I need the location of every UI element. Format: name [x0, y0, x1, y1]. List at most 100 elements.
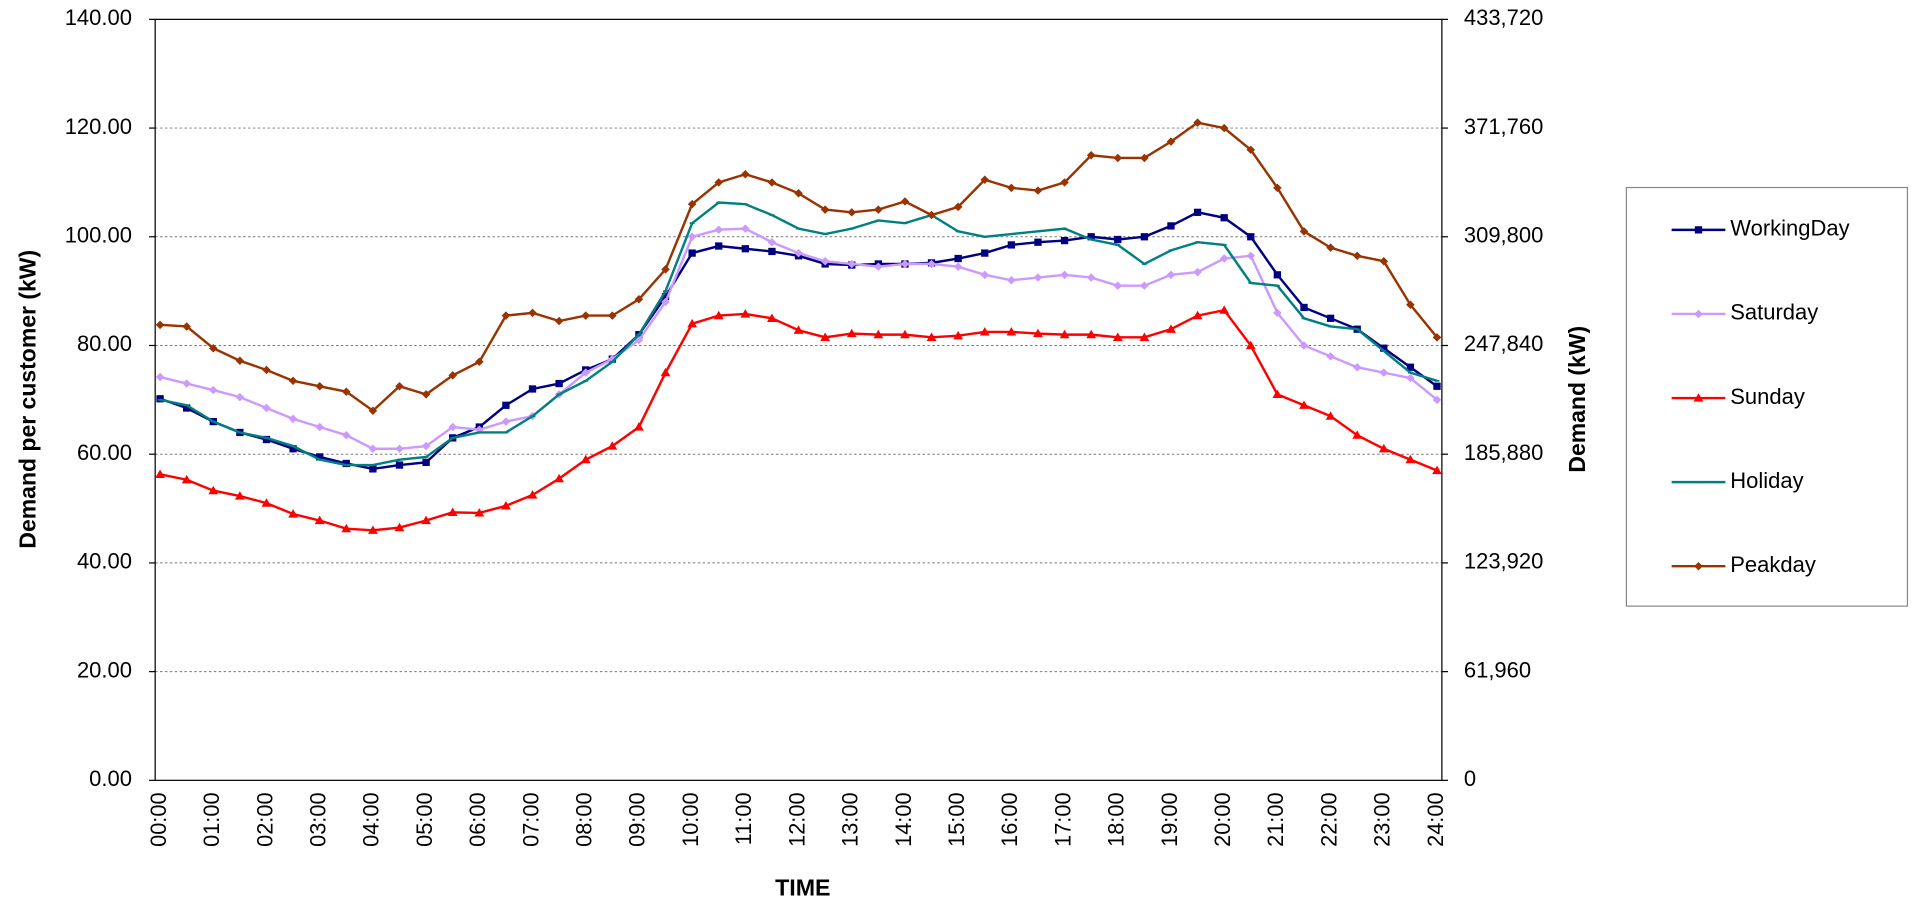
point: [768, 247, 776, 256]
point: [501, 417, 511, 426]
point: [1166, 137, 1176, 146]
x-tick-label: 16:00: [997, 792, 1022, 846]
point: [554, 316, 564, 326]
x-tick-label: 14:00: [891, 792, 916, 846]
legend-label: WorkingDay: [1730, 216, 1849, 241]
point: [741, 245, 749, 253]
point: [315, 382, 324, 391]
point: [687, 199, 697, 209]
x-tick-label: 21:00: [1263, 792, 1288, 846]
point: [1273, 183, 1282, 193]
y2-axis-title: Demand (kW): [1564, 326, 1590, 473]
point: [713, 310, 724, 320]
point: [421, 390, 431, 399]
point: [316, 453, 324, 461]
point: [980, 270, 990, 280]
point: [1140, 153, 1149, 163]
point: [448, 371, 457, 380]
point: [954, 254, 962, 263]
point: [421, 441, 431, 451]
point: [1433, 382, 1441, 390]
point: [1300, 303, 1308, 312]
point: [767, 237, 777, 247]
y2-tick-label: 371,760: [1464, 114, 1543, 139]
point: [1432, 465, 1442, 475]
point: [1246, 251, 1256, 261]
x-tick-label: 13:00: [837, 792, 862, 846]
point: [289, 445, 297, 453]
point: [182, 379, 191, 388]
point: [820, 205, 830, 214]
point: [660, 367, 671, 377]
x-tick-label: 18:00: [1103, 792, 1128, 846]
point: [926, 332, 937, 341]
point: [1060, 270, 1069, 280]
point: [1299, 400, 1309, 409]
y2-tick-label: 247,840: [1464, 331, 1543, 356]
legend-marker: [1694, 309, 1703, 319]
point: [741, 224, 750, 233]
plot-area: [155, 19, 1442, 781]
point: [1432, 395, 1442, 405]
point: [1273, 308, 1282, 318]
point: [1112, 332, 1123, 341]
point: [447, 507, 458, 516]
point: [1059, 329, 1070, 339]
point: [1325, 411, 1336, 420]
point: [369, 465, 377, 473]
point: [315, 422, 324, 432]
point: [341, 523, 352, 533]
point: [1193, 208, 1202, 216]
point: [1219, 305, 1230, 314]
y-tick-label: 40.00: [77, 549, 132, 574]
point: [155, 372, 165, 382]
y2-tick-label: 0: [1464, 766, 1476, 791]
point: [234, 491, 245, 500]
point: [687, 232, 697, 242]
y2-tick-label: 309,800: [1464, 223, 1543, 248]
point: [953, 202, 963, 212]
point: [261, 498, 272, 507]
point: [1378, 443, 1389, 453]
point: [581, 311, 590, 320]
x-tick-label: 08:00: [571, 792, 596, 846]
point: [1379, 368, 1389, 377]
point: [1219, 123, 1229, 133]
point: [262, 365, 271, 375]
x-tick-label: 06:00: [465, 792, 490, 846]
x-tick-label: 23:00: [1370, 792, 1395, 846]
x-tick-label: 19:00: [1157, 792, 1182, 846]
point: [1007, 241, 1016, 249]
y-tick-label: 100.00: [65, 223, 132, 248]
y-tick-label: 60.00: [77, 440, 132, 465]
point: [502, 401, 510, 409]
x-tick-label: 04:00: [359, 792, 384, 846]
point: [820, 257, 830, 266]
y-tick-label: 0.00: [89, 766, 132, 791]
point: [1033, 328, 1043, 338]
point: [634, 422, 644, 431]
y-tick-label: 80.00: [77, 331, 132, 356]
y-axis-title: Demand per customer (kW): [14, 250, 40, 549]
point: [1006, 327, 1017, 336]
point: [1166, 324, 1176, 333]
point: [980, 175, 990, 184]
point: [873, 329, 884, 339]
point: [1273, 271, 1282, 279]
x-tick-label: 10:00: [678, 792, 703, 846]
point: [209, 385, 218, 395]
x-tick-label: 02:00: [252, 792, 277, 846]
point: [1245, 340, 1256, 350]
point: [422, 458, 430, 466]
point: [846, 328, 857, 338]
legend-marker: [1694, 226, 1703, 234]
point: [395, 382, 404, 391]
point: [1193, 118, 1202, 127]
point: [1432, 333, 1442, 342]
point: [581, 368, 590, 377]
point: [981, 249, 989, 257]
point: [1247, 233, 1255, 241]
x-tick-label: 20:00: [1210, 792, 1235, 846]
x-tick-label: 07:00: [518, 792, 543, 846]
